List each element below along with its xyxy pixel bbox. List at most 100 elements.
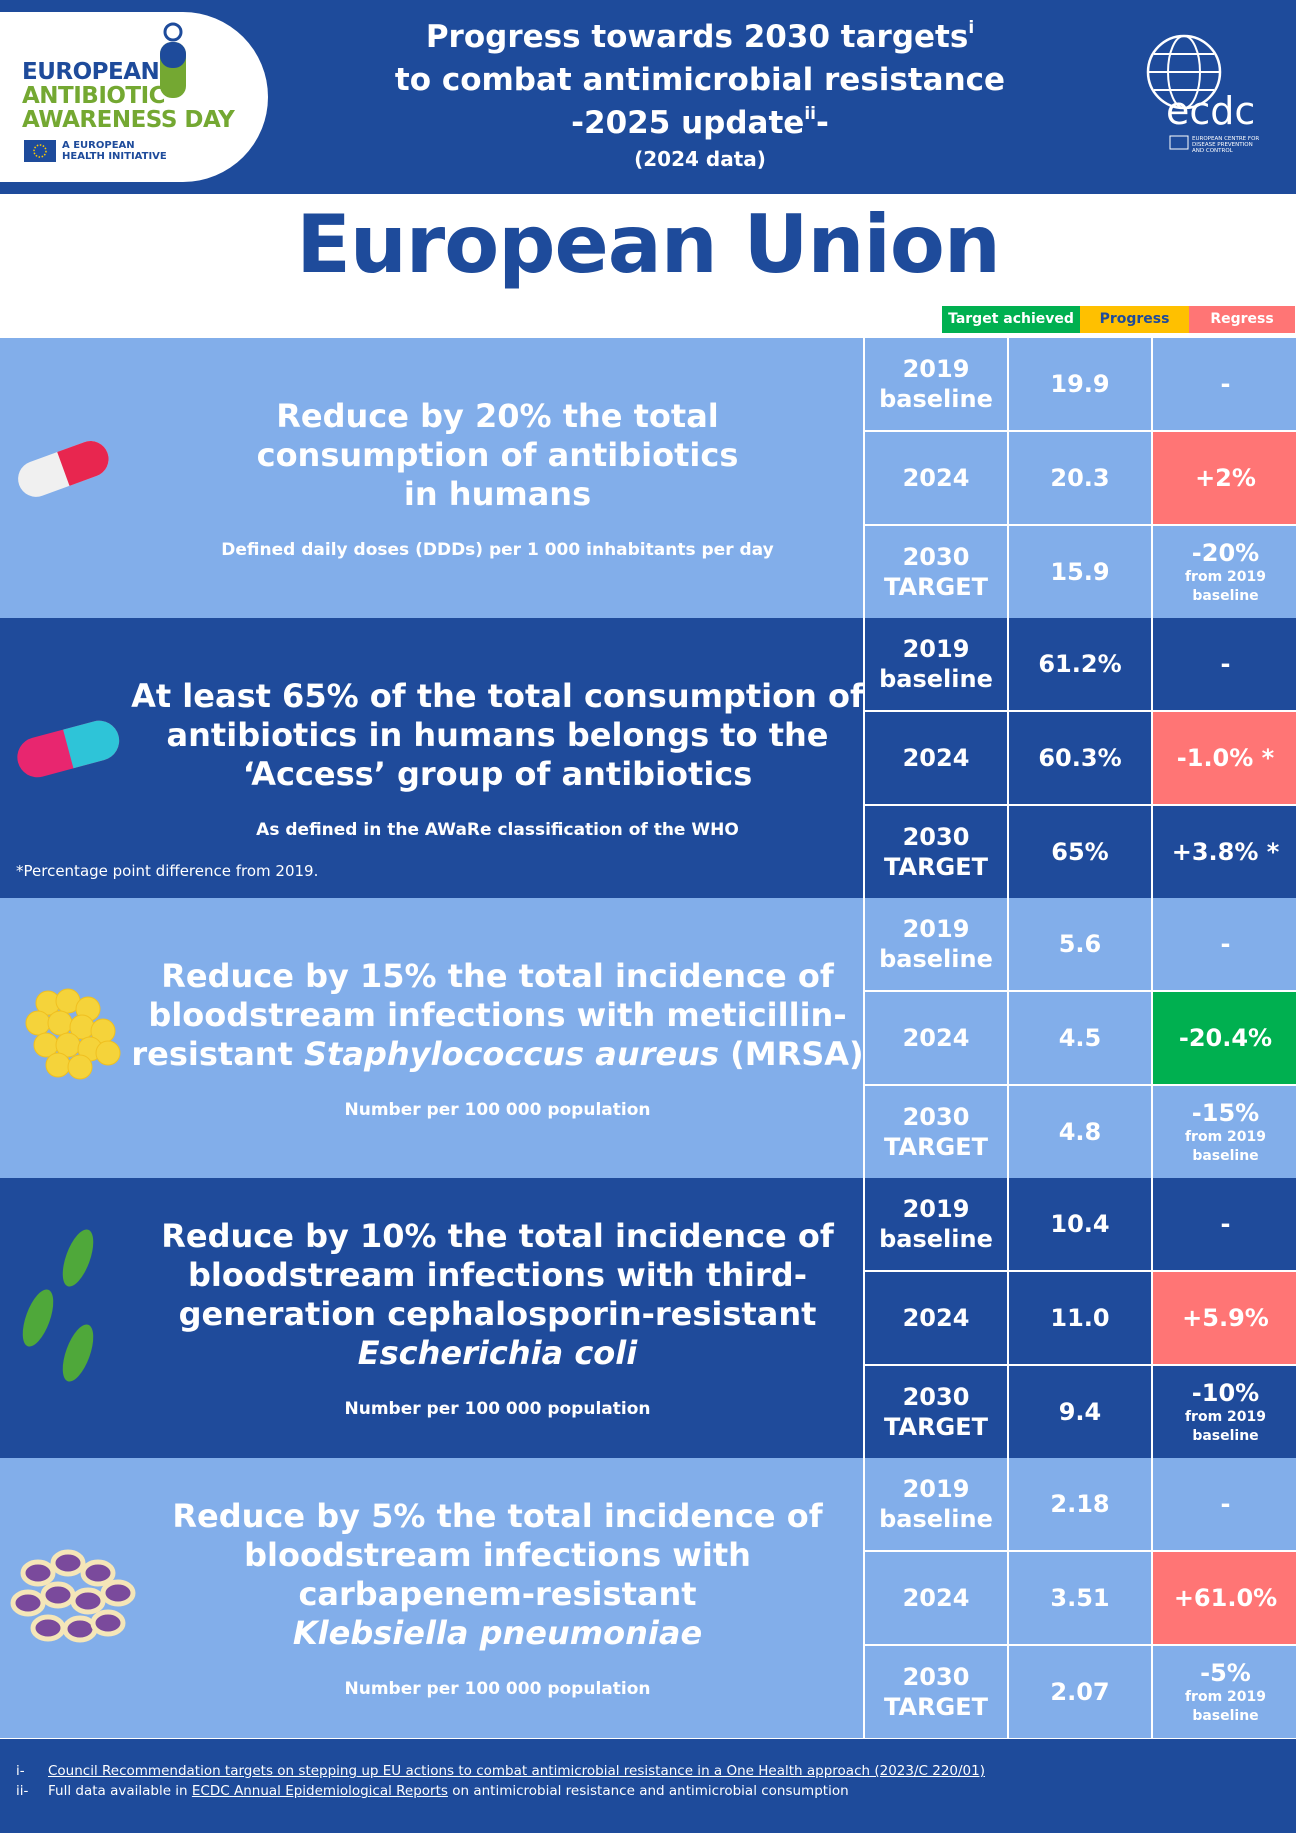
row-label: 2024 [865, 432, 1007, 524]
row-change: +2% [1153, 432, 1296, 524]
row-change: -20.4% [1153, 992, 1296, 1084]
title-line: bloodstream infections with third- [161, 1256, 833, 1295]
icon-graphic [10, 1549, 136, 1643]
change-value: - [1220, 650, 1231, 678]
row-label: 2024 [865, 1552, 1007, 1644]
title-text: in humans [403, 474, 592, 513]
header-title: Progress towards 2030 targetsi to combat… [360, 16, 1040, 173]
footnote-marker: i- [16, 1763, 25, 1779]
row-value: 20.3 [1009, 432, 1151, 524]
title-line: Escherichia coli [161, 1334, 833, 1373]
title-text: Reduce by 5% the total incidence of [172, 1497, 823, 1535]
target-section: At least 65% of the total consumption of… [0, 618, 1296, 898]
target-icon [8, 1229, 128, 1397]
ecdc-logo: ecdc EUROPEAN CENTRE FOR DISEASE PREVENT… [1146, 34, 1259, 154]
row-value: 5.6 [1009, 898, 1151, 990]
footer: i- Council Recommendation targets on step… [0, 1739, 1296, 1833]
title-text: At least 65% of the total consumption of [131, 676, 864, 715]
change-value: -15% [1191, 1099, 1260, 1127]
icon-graphic [17, 720, 120, 778]
footnote-link[interactable]: Council Recommendation targets on steppi… [48, 1763, 985, 1779]
title-line: Reduce by 20% the total [257, 397, 739, 436]
footnote-text: on antimicrobial resistance and antimicr… [447, 1783, 849, 1799]
region-title: European Union [296, 198, 1001, 291]
row-change: +61.0% [1153, 1552, 1296, 1644]
target-text: Reduce by 15% the total incidence of bloo… [131, 898, 863, 1178]
row-label: 2019 baseline [865, 338, 1007, 430]
change-note: from 2019 baseline [1184, 1409, 1267, 1444]
change-note: from 2019 baseline [1184, 1129, 1267, 1164]
footnote: ii- Full data available in ECDC Annual Ep… [16, 1783, 849, 1799]
logo-text: HEALTH INITIATIVE [62, 151, 167, 162]
title-line: Reduce by 5% the total incidence of [172, 1497, 822, 1536]
row-label: 2030 TARGET [865, 806, 1007, 898]
title-text: consumption of antibiotics [256, 435, 739, 474]
legend-item: Regress [1189, 306, 1295, 333]
change-value: -5% [1200, 1659, 1251, 1687]
row-change: +3.8% * [1153, 806, 1296, 898]
title-line: At least 65% of the total consumption of [131, 677, 864, 716]
eaad-logo: EUROPEAN ANTIBIOTIC AWARENESS DAY A EURO… [0, 12, 268, 182]
change-value: -20.4% [1178, 1024, 1273, 1052]
header: EUROPEAN ANTIBIOTIC AWARENESS DAY A EURO… [0, 0, 1296, 194]
target-text: Reduce by 5% the total incidence of blood… [150, 1458, 845, 1738]
title-text: Progress towards 2030 targets [425, 19, 969, 55]
row-change: - [1153, 898, 1296, 990]
footnote-ref: i [968, 18, 975, 38]
target-title: At least 65% of the total consumption of… [131, 677, 864, 794]
title-text: Staphylococcus aureus [304, 1034, 719, 1073]
data-note: (2024 data) [634, 147, 766, 171]
target-text: Reduce by 20% the total consumption of an… [150, 338, 845, 618]
title-text: -2025 update [571, 105, 805, 141]
icon-graphic [22, 1229, 94, 1382]
title-text: (MRSA) [718, 1034, 864, 1073]
row-change: +5.9% [1153, 1272, 1296, 1364]
change-value: -10% [1191, 1379, 1260, 1407]
change-value: -20% [1191, 539, 1260, 567]
title-text: Reduce by 10% the total incidence of [161, 1217, 834, 1255]
target-section: Reduce by 10% the total incidence of bloo… [0, 1178, 1296, 1458]
target-title: Reduce by 20% the total consumption of an… [257, 397, 739, 514]
title-text: ‘Access’ group of antibiotics [242, 754, 753, 793]
title-text: bloodstream infections with meticillin- [148, 995, 847, 1034]
target-table: 2019 baseline 10.4 - 2024 11.0 +5.9% 2030 TARG… [863, 1178, 1296, 1458]
change-value: - [1220, 1210, 1231, 1238]
title-line: Reduce by 15% the total incidence of [131, 957, 863, 996]
target-subtitle: As defined in the AWaRe classification o… [256, 819, 739, 840]
legend-item: Progress [1080, 306, 1189, 333]
change-value: - [1220, 370, 1231, 398]
row-value: 2.07 [1009, 1646, 1151, 1738]
title-text: generation cephalosporin-resistant [178, 1295, 817, 1333]
title-line: Reduce by 10% the total incidence of [161, 1217, 833, 1256]
legend-item: Target achieved [942, 306, 1080, 333]
target-table: 2019 baseline 19.9 - 2024 20.3 +2% 2030 TARGET… [863, 338, 1296, 618]
row-label: 2030 TARGET [865, 526, 1007, 618]
footnote-ref: ii [804, 104, 816, 124]
row-label: 2019 baseline [865, 1458, 1007, 1550]
row-value: 10.4 [1009, 1178, 1151, 1270]
target-subtitle: Number per 100 000 population [344, 1679, 651, 1699]
footnote: i- Council Recommendation targets on step… [16, 1763, 985, 1779]
footnote-link[interactable]: ECDC Annual Epidemiological Reports [191, 1783, 448, 1799]
target-table: 2019 baseline 2.18 - 2024 3.51 +61.0% 2030 TAR… [863, 1458, 1296, 1738]
title-line: bloodstream infections with [172, 1536, 822, 1575]
target-icon [8, 1533, 143, 1657]
change-value: +5.9% [1182, 1304, 1269, 1332]
footnote-text: Full data available in [48, 1783, 192, 1799]
title-text: Reduce by 15% the total incidence of [161, 956, 834, 995]
legend: Target achieved Progress Regress [942, 306, 1295, 333]
row-label: 2019 baseline [865, 618, 1007, 710]
title-line: carbapenem-resistant [172, 1575, 822, 1614]
row-label: 2019 baseline [865, 1178, 1007, 1270]
row-value: 11.0 [1009, 1272, 1151, 1364]
target-title: Reduce by 10% the total incidence of bloo… [161, 1217, 833, 1373]
row-value: 4.8 [1009, 1086, 1151, 1178]
title-line: generation cephalosporin-resistant [161, 1295, 833, 1334]
row-change: -1.0% * [1153, 712, 1296, 804]
ecdc-sub: AND CONTROL [1192, 148, 1234, 154]
change-value: +3.8% * [1171, 838, 1280, 866]
title-line: -2025 updateii- [360, 102, 1040, 145]
target-table: 2019 baseline 5.6 - 2024 4.5 -20.4% 2030 TARGE… [863, 898, 1296, 1178]
target-text: Reduce by 10% the total incidence of bloo… [150, 1178, 845, 1458]
